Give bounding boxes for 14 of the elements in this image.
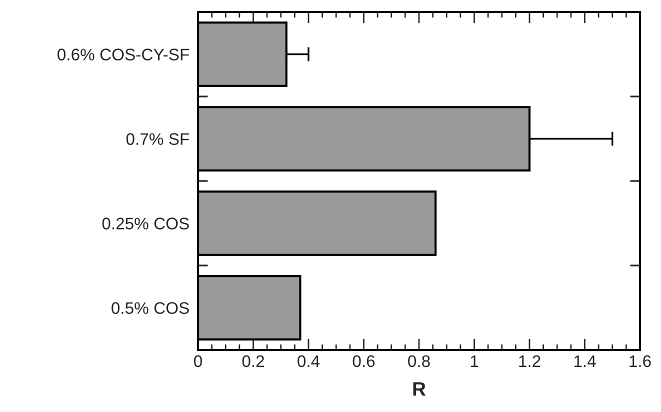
- x-axis-title: R: [413, 382, 426, 396]
- x-tick-label: 0.4: [298, 355, 320, 368]
- y-tick-label: 0.6% COS-CY-SF: [58, 48, 189, 60]
- y-tick-label: 0.5% COS: [112, 302, 189, 314]
- x-tick-label: 1.2: [519, 355, 540, 367]
- y-tick-label: 0.7% SF: [126, 133, 189, 145]
- x-tick-label: 0.8: [408, 355, 430, 368]
- x-tick-label: 0.6: [352, 355, 375, 368]
- y-tick-label: 0.25% COS: [102, 218, 189, 230]
- x-tick-label: 1.4: [574, 355, 596, 367]
- x-tick-label: 0: [194, 355, 202, 368]
- x-tick-label: 0.2: [242, 355, 264, 368]
- x-tick-label: 1.6: [630, 355, 651, 368]
- x-tick-label: 1: [470, 355, 478, 367]
